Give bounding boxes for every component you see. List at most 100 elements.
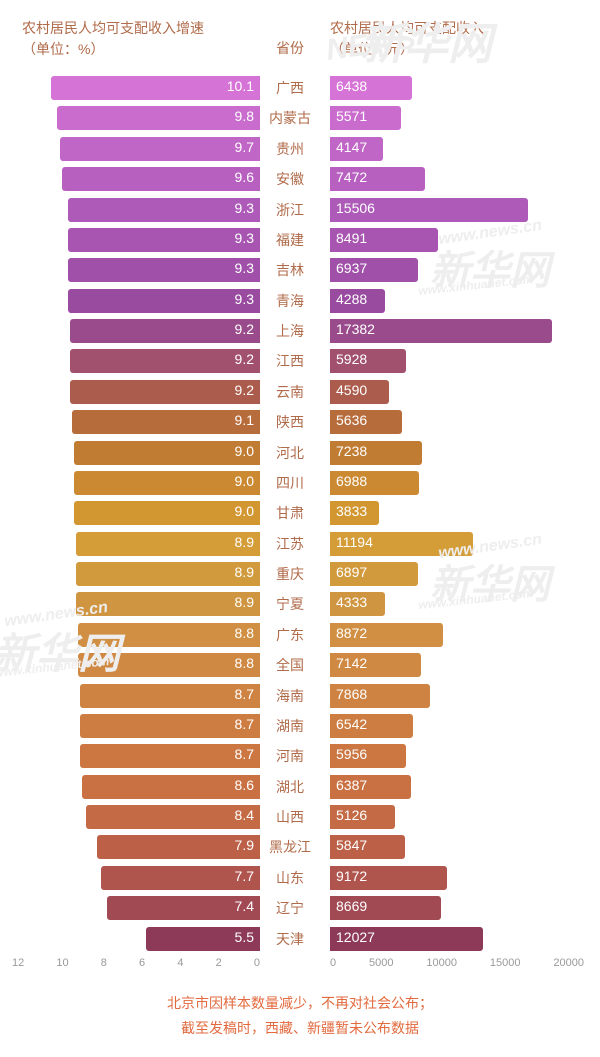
growth-cell: 9.2 bbox=[10, 348, 260, 374]
growth-bar bbox=[74, 441, 260, 465]
chart-footnote: 北京市因样本数量减少，不再对社会公布； 截至发稿时，西藏、新疆暂未公布数据 bbox=[10, 991, 590, 1041]
chart-row: 7.7山东9172 bbox=[10, 864, 590, 892]
province-name: 山西 bbox=[260, 807, 320, 827]
growth-value: 9.3 bbox=[235, 230, 254, 246]
growth-bar bbox=[82, 775, 260, 799]
growth-cell: 7.7 bbox=[10, 865, 260, 891]
income-cell: 5956 bbox=[320, 743, 590, 769]
income-cell: 4333 bbox=[320, 591, 590, 617]
growth-bar bbox=[80, 714, 260, 738]
growth-bar bbox=[70, 349, 260, 373]
province-name: 广东 bbox=[260, 625, 320, 645]
growth-value: 9.3 bbox=[235, 260, 254, 276]
growth-cell: 9.3 bbox=[10, 288, 260, 314]
income-value: 17382 bbox=[336, 321, 375, 337]
growth-bar bbox=[60, 137, 260, 161]
growth-cell: 9.0 bbox=[10, 440, 260, 466]
growth-value: 8.7 bbox=[235, 716, 254, 732]
left-title-line2: （单位：%） bbox=[22, 39, 260, 60]
growth-cell: 8.9 bbox=[10, 591, 260, 617]
income-cell: 5928 bbox=[320, 348, 590, 374]
growth-value: 8.8 bbox=[235, 655, 254, 671]
growth-bar bbox=[70, 319, 260, 343]
income-cell: 4288 bbox=[320, 288, 590, 314]
province-name: 河南 bbox=[260, 746, 320, 766]
growth-value: 8.9 bbox=[235, 594, 254, 610]
growth-cell: 8.7 bbox=[10, 713, 260, 739]
left-title-line1: 农村居民人均可支配收入增速 bbox=[22, 18, 260, 39]
right-axis-tick: 0 bbox=[330, 957, 336, 969]
growth-value: 10.1 bbox=[227, 78, 254, 94]
province-name: 贵州 bbox=[260, 139, 320, 159]
growth-cell: 9.3 bbox=[10, 227, 260, 253]
province-name: 云南 bbox=[260, 382, 320, 402]
province-name: 重庆 bbox=[260, 564, 320, 584]
growth-bar bbox=[76, 592, 260, 616]
income-value: 5928 bbox=[336, 351, 367, 367]
income-value: 3833 bbox=[336, 503, 367, 519]
income-value: 6937 bbox=[336, 260, 367, 276]
left-chart-title: 农村居民人均可支配收入增速 （单位：%） bbox=[10, 18, 260, 60]
growth-value: 9.7 bbox=[235, 139, 254, 155]
growth-cell: 7.4 bbox=[10, 895, 260, 921]
growth-cell: 9.1 bbox=[10, 409, 260, 435]
growth-cell: 5.5 bbox=[10, 926, 260, 952]
chart-container: 农村居民人均可支配收入增速 （单位：%） 省份 农村居民人均可支配收入 （单位：… bbox=[0, 0, 600, 1041]
growth-value: 8.7 bbox=[235, 746, 254, 762]
chart-row: 9.3青海4288 bbox=[10, 287, 590, 315]
growth-value: 8.4 bbox=[235, 807, 254, 823]
right-title-line2: （单位：元） bbox=[330, 39, 590, 60]
right-axis-tick: 5000 bbox=[369, 957, 393, 969]
chart-row: 10.1广西6438 bbox=[10, 74, 590, 102]
growth-value: 7.7 bbox=[235, 868, 254, 884]
income-cell: 6897 bbox=[320, 561, 590, 587]
growth-bar bbox=[72, 410, 260, 434]
chart-row: 9.0 甘肃 3833 bbox=[10, 499, 590, 527]
growth-cell: 7.9 bbox=[10, 834, 260, 860]
chart-row: 8.7 河南5956 bbox=[10, 742, 590, 770]
income-value: 11194 bbox=[336, 534, 373, 550]
chart-headers: 农村居民人均可支配收入增速 （单位：%） 省份 农村居民人均可支配收入 （单位：… bbox=[10, 18, 590, 60]
province-name: 江苏 bbox=[260, 534, 320, 554]
income-cell: 5847 bbox=[320, 834, 590, 860]
income-value: 6988 bbox=[336, 473, 367, 489]
income-cell: 6988 bbox=[320, 470, 590, 496]
income-cell: 11194 bbox=[320, 531, 590, 557]
income-value: 7472 bbox=[336, 169, 367, 185]
growth-cell: 8.8 bbox=[10, 652, 260, 678]
growth-cell: 8.9 bbox=[10, 561, 260, 587]
growth-value: 7.4 bbox=[235, 898, 254, 914]
growth-value: 9.2 bbox=[235, 351, 254, 367]
growth-value: 9.0 bbox=[235, 503, 254, 519]
growth-bar bbox=[76, 562, 260, 586]
province-name: 宁夏 bbox=[260, 594, 320, 614]
left-axis-tick: 4 bbox=[177, 957, 183, 969]
growth-cell: 8.6 bbox=[10, 774, 260, 800]
province-name: 天津 bbox=[260, 929, 320, 949]
income-value: 5571 bbox=[336, 108, 367, 124]
income-value: 5847 bbox=[336, 837, 367, 853]
growth-cell: 9.0 bbox=[10, 500, 260, 526]
income-cell: 7472 bbox=[320, 166, 590, 192]
growth-cell: 8.9 bbox=[10, 531, 260, 557]
growth-bar bbox=[78, 653, 260, 677]
province-name: 吉林 bbox=[260, 260, 320, 280]
chart-row: 7.9黑龙江5847 bbox=[10, 833, 590, 861]
income-value: 15506 bbox=[336, 200, 375, 216]
growth-value: 8.6 bbox=[235, 777, 254, 793]
province-name: 四川 bbox=[260, 473, 320, 493]
growth-bar bbox=[68, 289, 260, 313]
income-cell: 5636 bbox=[320, 409, 590, 435]
chart-row: 8.9 宁夏4333 bbox=[10, 590, 590, 618]
province-name: 湖南 bbox=[260, 716, 320, 736]
chart-row: 9.3浙江15506 bbox=[10, 196, 590, 224]
income-cell: 6937 bbox=[320, 257, 590, 283]
growth-bar bbox=[57, 106, 260, 130]
chart-row: 9.3 吉林 6937 bbox=[10, 256, 590, 284]
province-name: 甘肃 bbox=[260, 503, 320, 523]
chart-row: 9.0河北7238 bbox=[10, 439, 590, 467]
income-cell: 7142 bbox=[320, 652, 590, 678]
income-cell: 9172 bbox=[320, 865, 590, 891]
income-value: 7142 bbox=[336, 655, 367, 671]
province-name: 辽宁 bbox=[260, 898, 320, 918]
